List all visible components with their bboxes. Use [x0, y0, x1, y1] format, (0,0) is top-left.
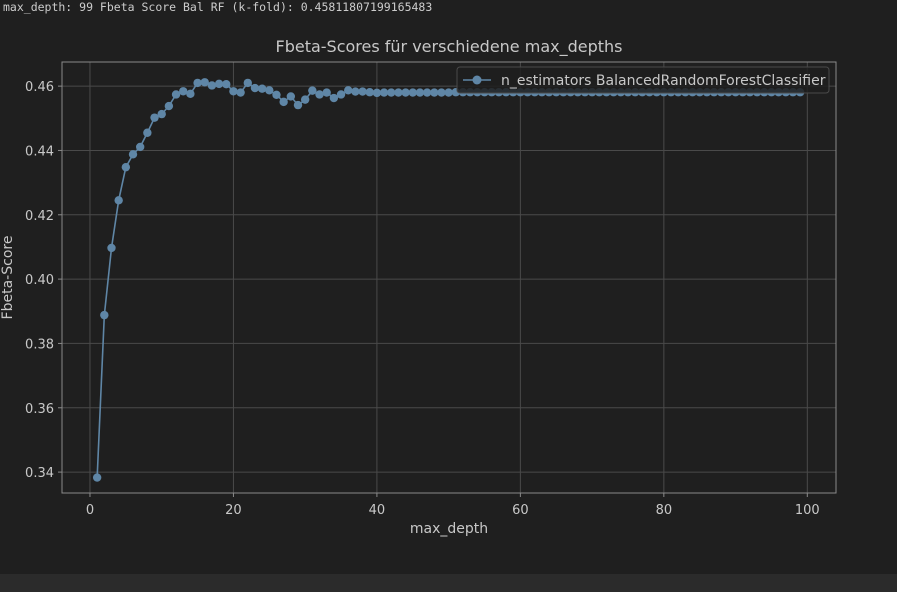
- cell-output-text: max_depth: 99 Fbeta Score Bal RF (k-fold…: [3, 0, 433, 14]
- chart-title: Fbeta-Scores für verschiedene max_depths: [275, 37, 622, 57]
- x-tick-label: 80: [656, 503, 673, 518]
- y-tick-label: 0.36: [25, 402, 54, 417]
- data-point: [401, 88, 410, 97]
- data-point: [344, 86, 353, 95]
- data-point: [286, 92, 296, 101]
- x-tick-label: 60: [512, 503, 529, 518]
- data-point: [415, 88, 425, 97]
- plot-frame: [61, 61, 837, 494]
- data-point: [293, 100, 303, 110]
- fbeta-line-chart: 0 20 40 60 80 100 0.34 0.36 0.38 0.40 0.42 0.44 0.46…: [0, 37, 837, 537]
- series-line: [96, 81, 801, 478]
- plot-container: 0 20 40 60 80 100 0.34 0.36 0.38 0.40 0.42 0.44 0.46…: [0, 22, 897, 572]
- data-point: [387, 88, 396, 97]
- data-point: [157, 109, 166, 119]
- y-tick-label: 0.44: [25, 144, 54, 159]
- data-point: [150, 113, 159, 122]
- axis-ticks: 0 20 40 60 80 100 0.34 0.36 0.38 0.40 0.42 0.44 0.46: [25, 80, 820, 518]
- data-point: [121, 162, 131, 172]
- data-point: [358, 87, 367, 96]
- data-point: [214, 79, 224, 89]
- data-point: [265, 86, 274, 95]
- data-point: [408, 88, 417, 97]
- data-point: [200, 78, 209, 87]
- data-point: [379, 88, 389, 97]
- data-point: [329, 93, 339, 103]
- y-tick-label: 0.38: [25, 337, 54, 352]
- data-point: [222, 79, 231, 89]
- data-point: [279, 97, 288, 107]
- data-point: [114, 196, 123, 205]
- data-point: [186, 89, 195, 99]
- data-point: [351, 87, 360, 96]
- data-point: [250, 83, 260, 93]
- data-point: [171, 90, 181, 99]
- data-point: [207, 81, 217, 90]
- data-point: [336, 90, 346, 99]
- data-point: [430, 88, 439, 97]
- data-point: [257, 84, 267, 93]
- data-point: [444, 88, 453, 97]
- data-point: [135, 142, 145, 152]
- data-point: [92, 473, 102, 482]
- data-point: [422, 88, 432, 97]
- data-point: [300, 95, 310, 104]
- y-axis-label: Fbeta-Score: [0, 236, 16, 320]
- data-point: [179, 87, 188, 96]
- data-point: [437, 88, 446, 97]
- data-point: [236, 88, 245, 97]
- data-point: [164, 101, 174, 111]
- legend-label: n_estimators BalancedRandomForestClassif…: [501, 73, 826, 89]
- legend: n_estimators BalancedRandomForestClassif…: [456, 66, 830, 94]
- y-tick-label: 0.34: [25, 466, 54, 481]
- x-tick-label: 40: [369, 503, 386, 518]
- x-tick-label: 0: [86, 503, 94, 518]
- x-tick-label: 100: [795, 503, 820, 518]
- y-tick-label: 0.40: [25, 273, 54, 288]
- series-layer: [92, 78, 805, 482]
- data-point: [272, 90, 281, 100]
- data-point: [308, 86, 317, 95]
- data-point: [143, 128, 152, 137]
- y-tick-label: 0.42: [25, 209, 54, 224]
- data-point: [372, 88, 382, 98]
- legend-marker-icon: [472, 75, 482, 85]
- data-point: [243, 78, 252, 88]
- grid-lines: [62, 62, 836, 493]
- data-point: [128, 150, 138, 159]
- data-point: [229, 87, 238, 96]
- data-point: [107, 243, 116, 253]
- y-tick-label: 0.46: [25, 80, 54, 95]
- legend-box: [456, 66, 830, 94]
- x-tick-label: 20: [225, 503, 242, 518]
- data-point: [193, 78, 202, 88]
- data-point: [394, 88, 403, 97]
- data-point: [365, 88, 374, 97]
- data-point: [315, 90, 324, 99]
- data-point: [100, 310, 109, 320]
- x-axis-label: max_depth: [410, 521, 488, 537]
- bottom-scroll-bar[interactable]: [0, 574, 897, 592]
- data-point: [322, 88, 331, 97]
